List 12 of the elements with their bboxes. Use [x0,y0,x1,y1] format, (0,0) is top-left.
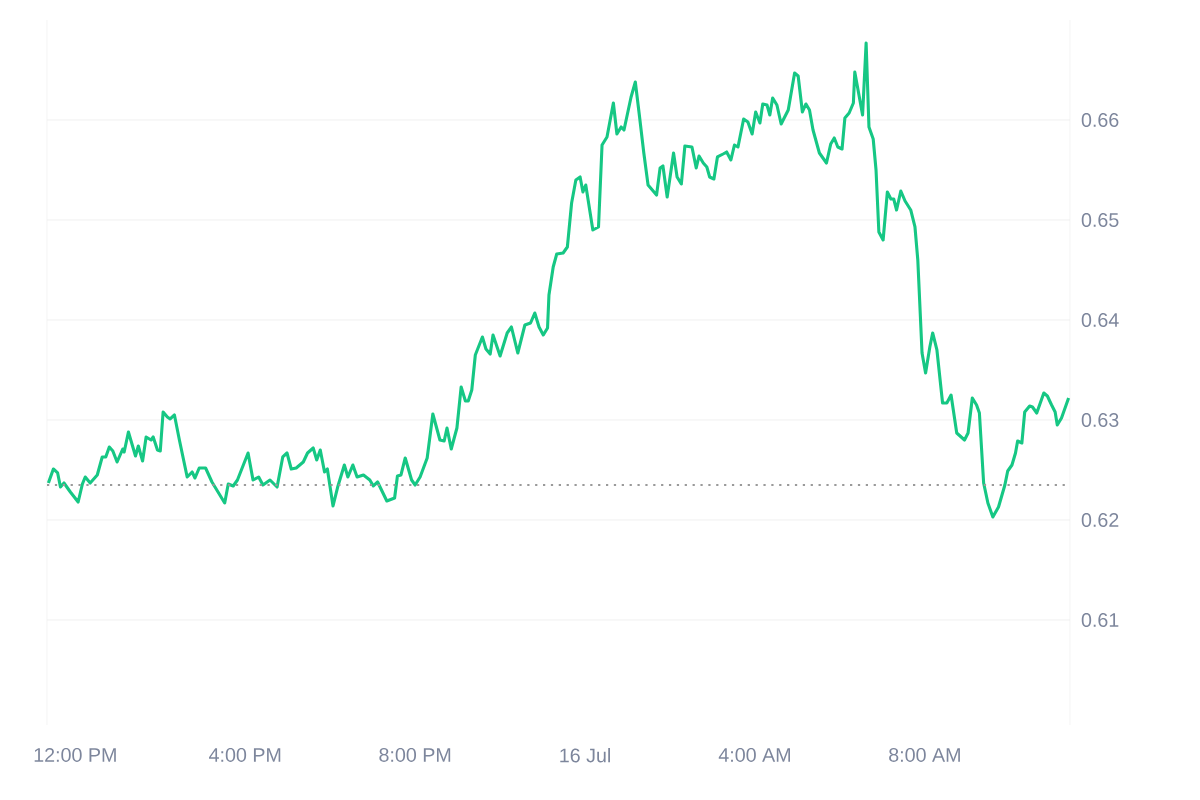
y-tick-label: 0.65 [1081,213,1119,227]
x-tick-label: 12:00 PM [34,747,116,762]
x-tick-label: 8:00 AM [889,747,960,762]
x-tick-label: 4:00 AM [718,747,790,762]
x-tick-label: 4:00 PM [209,747,281,762]
y-tick-label: 0.63 [1081,413,1119,427]
y-tick-label: 0.64 [1081,313,1119,327]
x-tick-label: 8:00 PM [379,747,451,762]
y-tick-label: 0.66 [1081,113,1119,127]
y-tick-label: 0.61 [1081,613,1119,627]
y-tick-label: 0.62 [1081,513,1119,527]
x-tick-label: 16 Jul [560,747,610,763]
